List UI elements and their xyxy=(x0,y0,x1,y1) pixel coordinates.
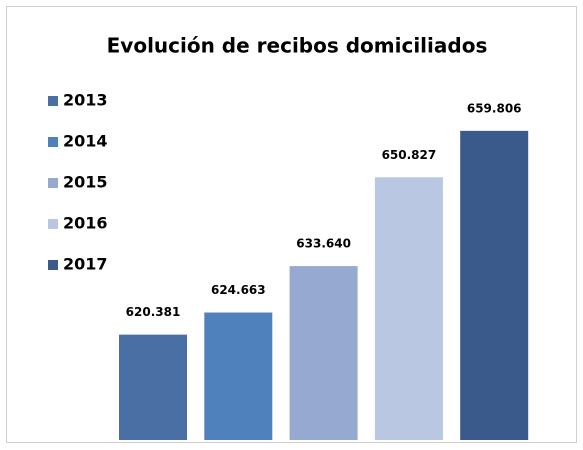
frame xyxy=(6,6,577,443)
legend-label: 2017 xyxy=(63,255,108,274)
legend-swatch xyxy=(48,178,58,188)
legend-swatch xyxy=(48,137,58,147)
bar xyxy=(374,177,443,441)
data-label: 624.663 xyxy=(211,283,266,297)
legend-label: 2016 xyxy=(63,214,108,233)
legend-swatch xyxy=(48,96,58,106)
data-label: 620.381 xyxy=(126,305,181,319)
bar xyxy=(460,130,529,440)
bar xyxy=(204,312,273,440)
bar xyxy=(289,266,358,440)
legend-swatch xyxy=(48,260,58,270)
data-label: 650.827 xyxy=(382,148,437,162)
legend-label: 2015 xyxy=(63,173,108,192)
bar xyxy=(119,334,187,440)
legend-label: 2013 xyxy=(63,91,108,110)
legend-label: 2014 xyxy=(63,132,108,151)
chart-title: Evolución de recibos domiciliados xyxy=(107,34,488,58)
data-label: 633.640 xyxy=(296,237,351,251)
legend-swatch xyxy=(48,219,58,229)
data-label: 659.806 xyxy=(467,101,522,115)
